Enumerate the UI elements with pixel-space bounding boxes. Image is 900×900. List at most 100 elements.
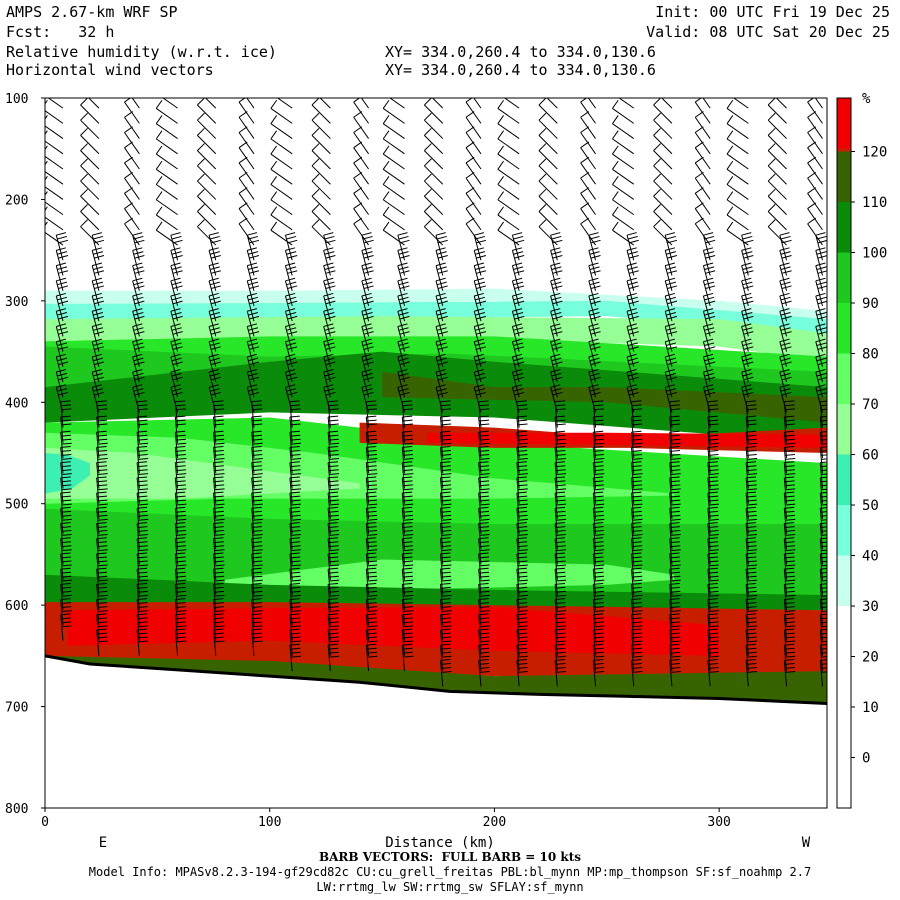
barb-feather [252,590,263,593]
barb-staff [497,138,520,155]
barb-feather [440,446,451,448]
barb-feather [555,408,566,411]
barb-feather [403,473,414,476]
wind-barb [630,476,643,504]
barb-feather [329,518,340,521]
barb-feather [741,292,752,297]
barb-feather [670,473,681,476]
barb-feather [820,465,827,468]
barb-feather [514,361,525,366]
barb-feather [704,372,715,377]
barb-staff [238,223,255,246]
barb-staff [511,295,520,322]
barb-feather [555,423,566,426]
barb-feather [627,388,638,392]
barb-staff [353,101,369,124]
barb-feather [60,400,71,403]
barb-feather [138,457,149,460]
barb-feather [669,617,681,620]
barb-staff [96,584,100,611]
barb-feather [96,567,107,570]
barb-feather [820,644,827,646]
barb-feather [746,408,757,411]
barb-staff [80,180,100,200]
wind-barb [669,659,681,687]
barb-feather [402,545,413,548]
barb-feather [478,476,489,479]
barb-staff [246,250,255,276]
wind-barb [511,232,525,261]
barb-feather [555,632,566,635]
barb-feather [176,549,187,552]
barb-feather [821,656,827,658]
wind-barb [91,308,105,337]
barb-feather [821,640,827,643]
barb-feather [290,549,301,552]
barb-feather [594,625,605,628]
wind-barb [80,158,100,185]
barb-feather [653,127,661,136]
barb-feather [155,221,163,231]
barb-feather [514,255,525,259]
barb-feather [517,556,528,559]
barb-feather [785,488,796,491]
barb-staff [424,119,444,139]
barb-feather [781,361,792,366]
barb-feather [653,188,661,197]
barb-staff [251,569,255,596]
barb-feather [497,221,504,231]
barb-feather [362,327,373,331]
barb-feather [747,564,758,567]
barb-feather [704,342,715,347]
barb-feather [96,449,108,452]
barb-feather [593,522,604,524]
barb-feather [367,518,378,521]
barb-feather [589,388,600,392]
barb-feather [670,534,681,536]
wind-barb [311,127,331,155]
wind-barb [311,112,331,139]
barb-feather [175,438,187,441]
barb-feather [324,296,335,301]
wind-barb [538,143,558,170]
barb-feather [397,384,408,388]
barb-feather [213,480,224,483]
barb-feather [707,552,718,555]
barb-feather [311,127,320,136]
barb-feather [593,666,604,669]
barb-staff [465,162,482,185]
barb-staff [424,135,444,155]
wind-barb [397,338,410,367]
barb-staff [653,165,673,185]
wind-barb [401,613,414,641]
wind-barb [546,98,558,109]
wind-barb [96,476,108,504]
wind-barb [361,384,374,413]
barb-feather [594,564,605,567]
barb-feather [556,473,567,476]
barb-feather [746,567,757,570]
barb-feather [820,572,827,574]
barb-staff [612,214,635,231]
barb-feather [593,495,604,498]
barb-staff [702,326,711,352]
wind-barb [630,506,643,535]
barb-staff [779,280,788,307]
barb-feather [60,552,71,555]
barb-feather [784,571,795,574]
barb-feather [252,408,263,411]
wind-barb [626,323,639,352]
barb-feather [397,292,408,297]
barb-feather [440,617,451,620]
barb-feather [94,315,105,320]
barb-feather [137,514,148,517]
wind-barb [401,628,414,656]
barb-staff [511,311,520,337]
barb-feather [366,506,377,509]
barb-feather [361,353,372,358]
barb-feather [440,537,451,540]
barb-feather [589,281,600,286]
barb-feather [290,586,301,589]
barb-feather [627,357,638,362]
barb-feather [92,353,102,358]
